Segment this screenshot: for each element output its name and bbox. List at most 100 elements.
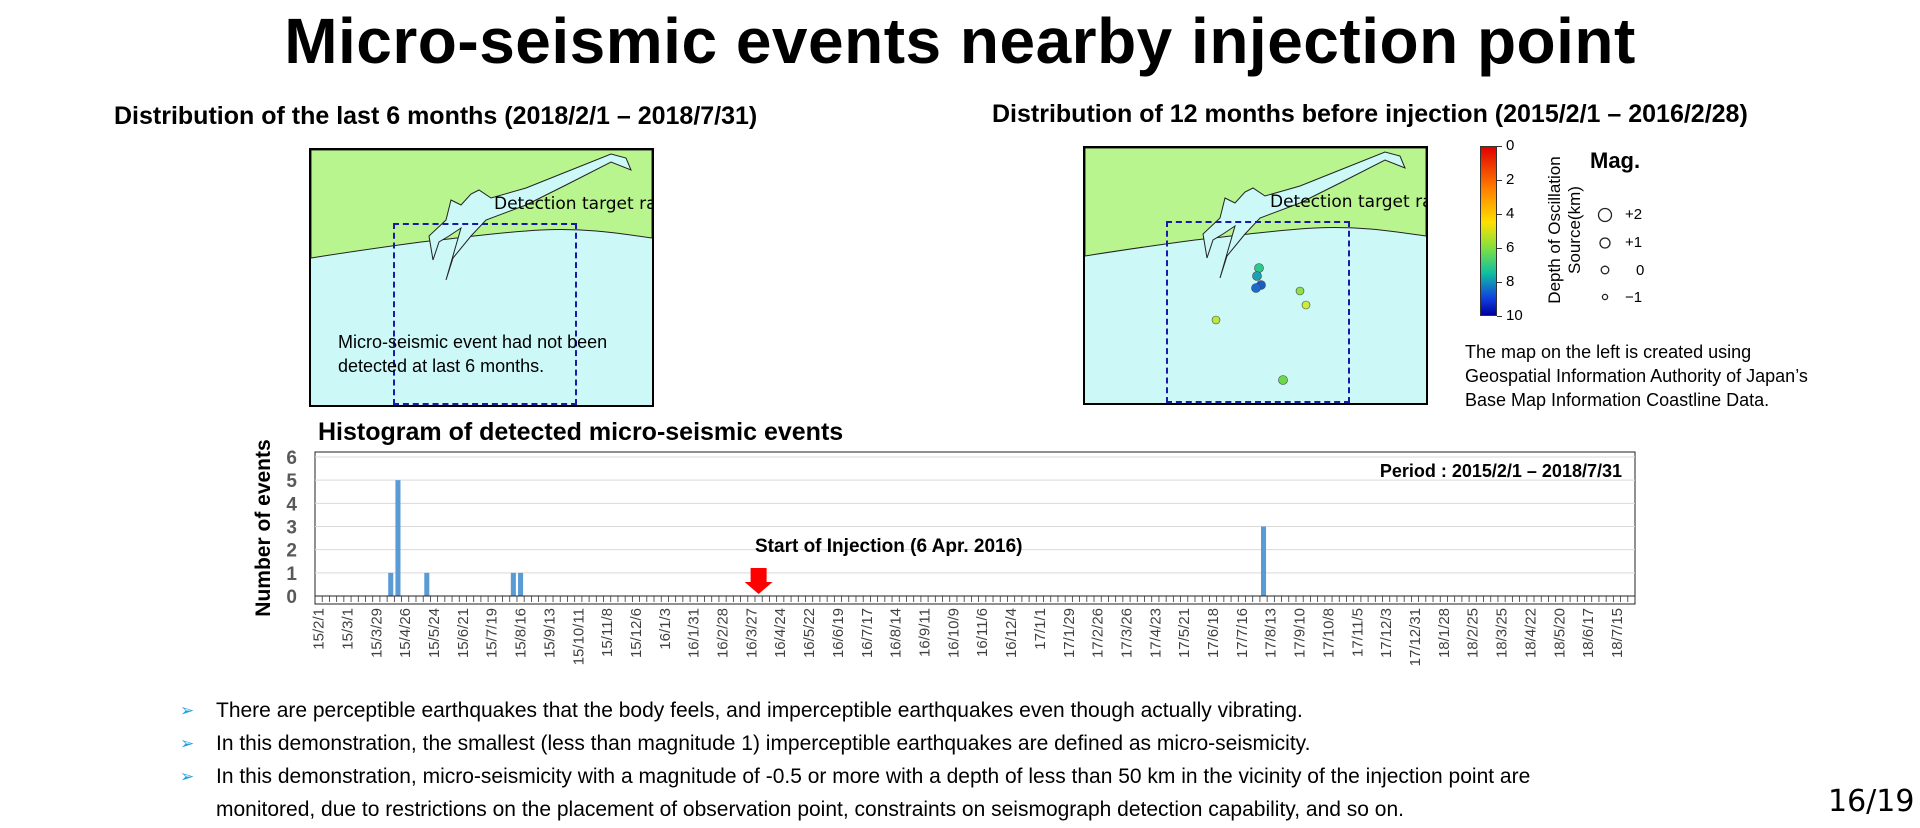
x-tick-label: 16/12/4 — [1003, 608, 1020, 658]
x-tick-label: 18/3/25 — [1494, 608, 1511, 658]
x-tick-label: 18/2/25 — [1465, 608, 1482, 658]
event-marker — [1252, 271, 1262, 281]
right-map: Detection target range — [1083, 146, 1428, 405]
x-tick-label: 16/9/11 — [917, 608, 934, 657]
x-tick-label: 15/10/11 — [570, 608, 587, 665]
histogram-title: Histogram of detected micro-seismic even… — [318, 418, 844, 446]
x-tick-label: 15/9/13 — [541, 608, 558, 658]
depth-legend-label-line1: Depth of Oscillation — [1545, 156, 1564, 304]
event-marker — [1251, 283, 1261, 293]
histogram-bar — [518, 572, 524, 596]
x-tick-label: 16/2/28 — [715, 608, 732, 658]
depth-tick-label: 8 — [1506, 273, 1515, 290]
x-tick-label: 16/10/9 — [945, 608, 962, 658]
slide-title: Micro-seismic events nearby injection po… — [284, 5, 1636, 77]
bullet-1-text: There are perceptible earthquakes that t… — [216, 699, 1303, 722]
depth-tick-mark — [1497, 146, 1502, 147]
x-tick-label: 16/1/31 — [686, 608, 703, 658]
event-marker — [1211, 315, 1221, 325]
bullet-3-text-line1: In this demonstration, micro-seismicity … — [216, 765, 1531, 788]
histogram-bar — [1261, 526, 1267, 596]
x-tick-label: 17/12/31 — [1407, 608, 1424, 666]
x-tick-label: 16/5/22 — [801, 608, 818, 658]
depth-tick-label: 4 — [1506, 205, 1515, 222]
x-tick-label: 15/2/1 — [311, 608, 328, 650]
plot-area — [314, 451, 1636, 605]
mag-symbol-plus2 — [1597, 207, 1613, 223]
y-axis-label: Number of events — [252, 440, 275, 617]
x-tick-label: 17/2/26 — [1090, 608, 1107, 658]
histogram-bar — [388, 572, 394, 596]
x-tick-label: 18/5/20 — [1551, 608, 1568, 658]
injection-arrow-icon — [744, 568, 773, 594]
left-note-line2: detected at last 6 months. — [338, 356, 545, 376]
attribution-line3: Base Map Information Coastline Data. — [1465, 390, 1770, 410]
depth-tick-label: 2 — [1506, 171, 1515, 188]
x-tick-label: 18/7/15 — [1609, 608, 1626, 658]
x-tick-label: 16/4/24 — [772, 608, 789, 658]
x-tick-label: 18/4/22 — [1522, 608, 1539, 658]
mag-entry-plus1: +1 — [1625, 234, 1643, 251]
mag-entry-0: 0 — [1636, 262, 1645, 279]
x-tick-label: 17/10/8 — [1320, 608, 1337, 658]
period-label: Period : 2015/2/1 – 2018/7/31 — [1380, 461, 1622, 481]
depth-tick-mark — [1497, 180, 1502, 181]
depth-legend-label-line2: Source(km) — [1565, 186, 1584, 274]
mag-symbol-plus1 — [1599, 237, 1611, 249]
y-tick-label: 0 — [286, 587, 297, 608]
x-tick-label: 17/12/3 — [1378, 608, 1395, 658]
right-map-subtitle: Distribution of 12 months before injecti… — [992, 100, 1748, 128]
depth-tick-label: 6 — [1506, 239, 1515, 256]
attribution-line2: Geospatial Information Authority of Japa… — [1465, 366, 1808, 386]
mag-legend-symbols — [1597, 207, 1613, 301]
map-attribution: The map on the left is created using Geo… — [1465, 340, 1808, 412]
depth-tick-label: 10 — [1506, 307, 1523, 324]
x-tick-label: 15/7/19 — [484, 608, 501, 658]
x-tick-label: 16/1/3 — [657, 608, 674, 650]
x-tick-label: 17/7/16 — [1234, 608, 1251, 658]
arrow-right-icon: ➢ — [180, 767, 195, 786]
right-map-coastline — [1085, 148, 1426, 385]
x-tick-label: 17/3/26 — [1118, 608, 1135, 658]
y-tick-label: 5 — [286, 471, 297, 492]
x-tick-label: 15/11/8 — [599, 608, 616, 657]
x-tick-label: 17/1/29 — [1061, 608, 1078, 658]
depth-tick-mark — [1497, 214, 1502, 215]
left-map-coastline — [311, 150, 652, 281]
x-tick-label: 15/3/29 — [368, 608, 385, 658]
mag-legend-title: Mag. — [1590, 148, 1641, 173]
bullet-2-text: In this demonstration, the smallest (les… — [216, 732, 1311, 755]
page-number: 16/19 — [1828, 784, 1915, 819]
depth-tick-mark — [1497, 316, 1502, 317]
attribution-line1: The map on the left is created using — [1465, 342, 1752, 362]
y-tick-label: 3 — [286, 518, 297, 539]
x-tick-label: 17/4/23 — [1147, 608, 1164, 658]
x-tick-label: 17/1/1 — [1032, 608, 1049, 650]
x-tick-label: 15/12/6 — [628, 608, 645, 658]
mag-symbol-minus1 — [1601, 293, 1609, 301]
left-detection-box — [393, 223, 577, 405]
y-tick-label: 1 — [286, 564, 297, 585]
depth-tick-label: 0 — [1506, 137, 1515, 154]
event-marker — [1301, 300, 1311, 310]
arrow-right-icon: ➢ — [180, 734, 195, 753]
x-tick-label: 16/3/27 — [743, 608, 760, 658]
mag-symbol-0 — [1600, 265, 1610, 275]
depth-legend-label: Depth of Oscillation Source(km) — [1545, 142, 1589, 318]
x-tick-label: 16/11/6 — [974, 608, 991, 657]
y-tick-label: 4 — [286, 494, 297, 515]
x-tick-label: 17/8/13 — [1263, 608, 1280, 658]
arrow-right-icon: ➢ — [180, 701, 195, 720]
depth-colorbar — [1480, 146, 1497, 316]
x-tick-label: 15/4/26 — [397, 608, 414, 658]
y-tick-label: 6 — [286, 448, 297, 469]
x-tick-label: 15/6/21 — [455, 608, 472, 658]
mag-entry-plus2: +2 — [1625, 206, 1643, 223]
x-tick-label: 17/11/5 — [1349, 608, 1366, 657]
left-range-label: Detection target range — [494, 194, 652, 214]
event-marker — [1278, 375, 1288, 385]
x-tick-label: 17/5/21 — [1176, 608, 1193, 658]
x-tick-label: 16/7/17 — [859, 608, 876, 658]
bullet-3-text-line2: monitored, due to restrictions on the pl… — [216, 798, 1404, 821]
